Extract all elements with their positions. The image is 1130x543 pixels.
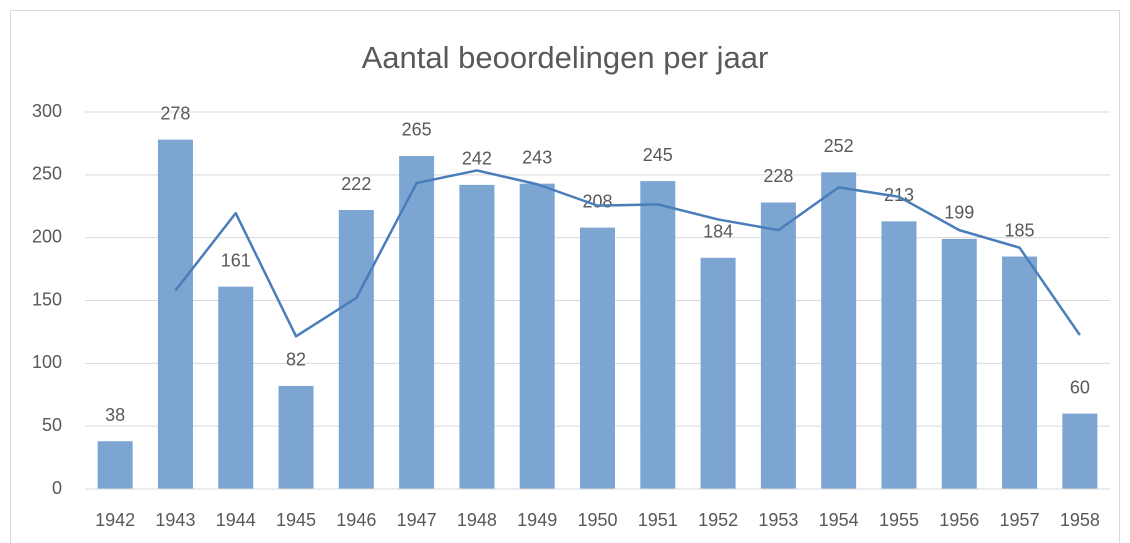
x-tick-label: 1945: [276, 510, 316, 530]
bar: [1002, 256, 1038, 489]
x-tick-label: 1942: [95, 510, 135, 530]
trendline: [174, 169, 1081, 338]
data-label: 82: [286, 350, 306, 370]
x-tick-label: 1951: [638, 510, 678, 530]
x-tick-label: 1944: [216, 510, 256, 530]
bar: [700, 257, 736, 489]
x-tick-label: 1943: [155, 510, 195, 530]
data-label: 243: [522, 147, 552, 167]
data-label: 60: [1070, 377, 1090, 397]
data-label: 265: [402, 120, 432, 140]
bar: [821, 172, 857, 489]
data-label: 245: [643, 145, 673, 165]
bar: [97, 441, 133, 489]
data-label: 228: [763, 166, 793, 186]
bar: [519, 183, 555, 489]
x-tick-label: 1950: [577, 510, 617, 530]
bar: [278, 385, 314, 489]
bar: [218, 286, 254, 489]
x-tick-label: 1948: [457, 510, 497, 530]
y-tick-label: 0: [52, 478, 62, 498]
data-label: 184: [703, 222, 733, 242]
x-tick-label: 1947: [397, 510, 437, 530]
data-label: 38: [105, 405, 125, 425]
data-label: 278: [160, 103, 190, 123]
bar: [941, 238, 977, 489]
bar: [580, 227, 615, 489]
data-label: 242: [462, 149, 492, 169]
chart-title: Aantal beoordelingen per jaar: [362, 40, 769, 75]
y-tick-label: 250: [32, 164, 62, 184]
y-tick-label: 300: [32, 101, 62, 121]
bar: [760, 202, 796, 490]
data-label: 222: [341, 174, 371, 194]
x-tick-label: 1952: [698, 510, 738, 530]
y-tick-label: 100: [32, 352, 62, 372]
bar: [1062, 413, 1098, 489]
y-tick-label: 200: [32, 226, 62, 246]
y-tick-label: 50: [42, 415, 62, 435]
x-tick-label: 1956: [939, 510, 979, 530]
data-label: 185: [1005, 220, 1035, 240]
chart-frame: [10, 10, 1120, 543]
bar: [459, 184, 495, 490]
x-tick-label: 1958: [1060, 510, 1100, 530]
x-tick-label: 1954: [819, 510, 859, 530]
x-tick-label: 1957: [1000, 510, 1040, 530]
y-tick-label: 150: [32, 289, 62, 309]
x-tick-label: 1955: [879, 510, 919, 530]
bar: [157, 139, 193, 489]
x-tick-label: 1953: [758, 510, 798, 530]
data-label: 161: [221, 250, 251, 270]
bar: [399, 155, 435, 489]
bar: [640, 181, 676, 489]
x-tick-label: 1946: [336, 510, 376, 530]
x-tick-label: 1949: [517, 510, 557, 530]
data-label: 252: [824, 136, 854, 156]
bar: [338, 210, 374, 489]
bar: [881, 221, 917, 489]
data-label: 199: [944, 203, 974, 223]
